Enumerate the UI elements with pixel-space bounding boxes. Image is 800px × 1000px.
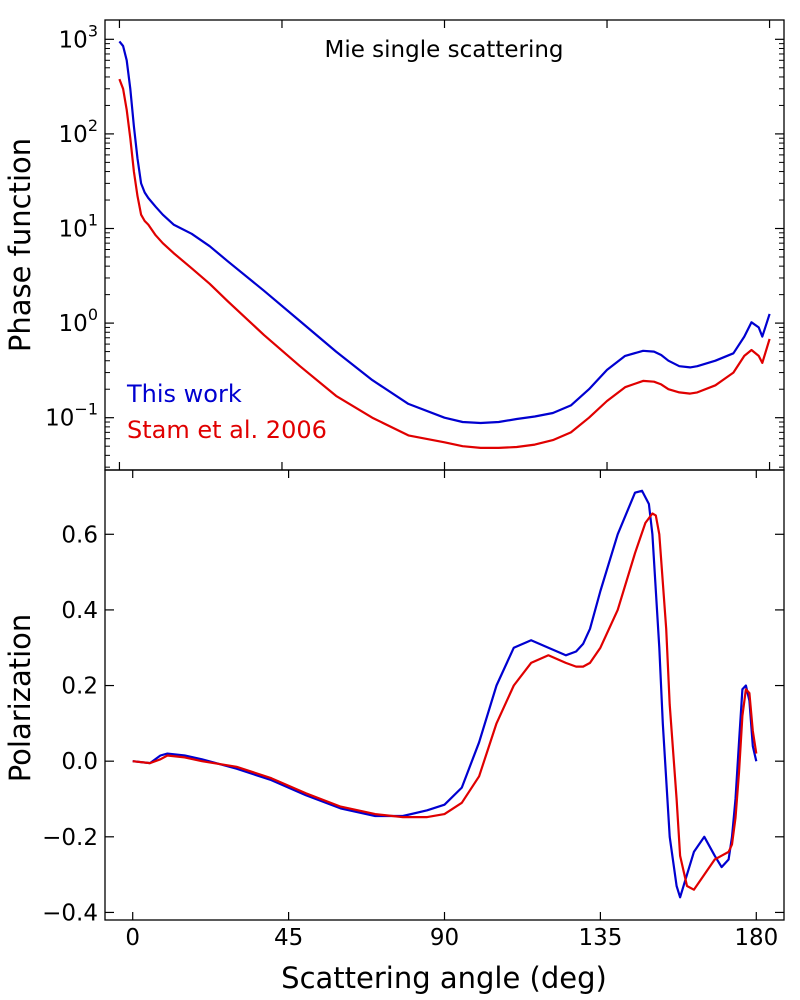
legend-stam-2006: Stam et al. 2006 [127, 416, 327, 444]
bottom-y-tick-label: 0.4 [61, 598, 98, 624]
top-series-lines [118, 40, 771, 449]
top-y-tick-label: 10−1 [45, 400, 98, 432]
x-tick-label: 180 [734, 925, 778, 951]
bottom-y-tick-label: −0.2 [42, 825, 98, 851]
bottom-line-this-work [132, 489, 758, 899]
top-line-stam-2006 [118, 78, 771, 449]
x-tick-label: 45 [274, 925, 303, 951]
x-tick-label: 0 [125, 925, 140, 951]
bottom-axis-ticks: 0 45 90 135 180 −0.4 −0.2 0.0 0.2 0.4 0.6 [42, 470, 784, 951]
top-y-axis-label: Phase function [3, 138, 37, 352]
bottom-y-axis-label: Polarization [3, 614, 37, 783]
top-panel-title: Mie single scattering [324, 37, 563, 63]
top-y-tick-label: 101 [59, 211, 98, 243]
bottom-y-tick-label: 0.2 [61, 674, 98, 700]
x-tick-label: 135 [578, 925, 622, 951]
top-y-tick-label: 103 [59, 21, 98, 53]
top-line-this-work [118, 40, 771, 425]
top-y-tick-label: 102 [59, 116, 98, 148]
top-y-tick-label: 100 [59, 305, 98, 337]
bottom-y-tick-label: 0.6 [61, 522, 98, 548]
bottom-series-lines [132, 489, 758, 899]
x-tick-label: 90 [430, 925, 459, 951]
bottom-y-tick-label: 0.0 [61, 749, 98, 775]
bottom-plot-frame [104, 469, 785, 921]
x-axis-label: Scattering angle (deg) [281, 961, 607, 995]
top-axis-ticks: 10−1 100 101 102 103 [45, 20, 784, 470]
phase-function-panel: 10−1 100 101 102 103 Mie single scattering P… [3, 19, 785, 471]
bottom-line-stam-2006 [132, 512, 758, 891]
polarization-panel: 0 45 90 135 180 −0.4 −0.2 0.0 0.2 0.4 0.6 Polariza… [3, 469, 785, 951]
bottom-y-tick-label: −0.4 [42, 900, 98, 926]
legend-this-work: This work [126, 380, 242, 408]
